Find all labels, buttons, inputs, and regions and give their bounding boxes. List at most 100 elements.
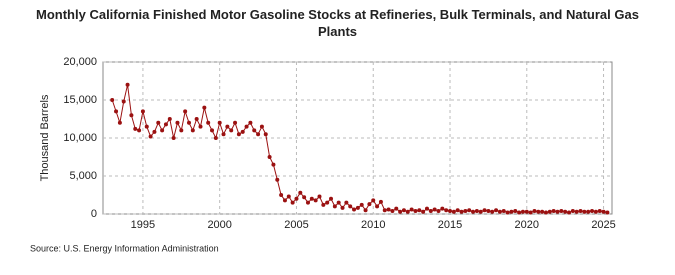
y-tick-label: 5,000 (69, 170, 97, 182)
data-point (490, 209, 495, 214)
data-point (121, 99, 126, 104)
data-point (198, 124, 203, 129)
data-point (275, 177, 280, 182)
data-point (367, 202, 372, 207)
source: Source: U.S. Energy Information Administ… (30, 243, 219, 253)
data-point (375, 204, 380, 209)
data-point (463, 208, 468, 213)
data-point (532, 208, 537, 213)
data-point (317, 194, 322, 199)
data-point (309, 196, 314, 201)
data-point (229, 128, 234, 133)
data-point (359, 202, 364, 207)
x-tick-label: 2015 (438, 219, 462, 231)
data-point (329, 196, 334, 201)
data-point (528, 210, 533, 215)
data-point (125, 82, 130, 87)
data-point (114, 109, 119, 114)
data-point (286, 194, 291, 199)
data-point (282, 198, 287, 203)
data-point (279, 193, 284, 197)
data-point (117, 120, 122, 125)
data-point (110, 98, 115, 102)
data-point (436, 208, 441, 213)
data-point (321, 202, 326, 207)
data-point (378, 199, 383, 204)
data-point (471, 209, 476, 214)
x-tick-label: 2005 (284, 219, 308, 231)
data-point (137, 128, 142, 133)
data-point (156, 120, 161, 125)
data-point (221, 132, 226, 137)
data-point (325, 200, 330, 205)
data-point (421, 209, 426, 214)
data-point (371, 198, 376, 203)
data-point (578, 208, 583, 213)
data-point (520, 209, 525, 214)
data-point (313, 198, 318, 203)
data-point (574, 209, 579, 214)
data-point (593, 209, 598, 214)
data-point (482, 208, 487, 213)
data-point (194, 117, 199, 121)
data-point (597, 208, 602, 213)
data-point (186, 120, 191, 125)
x-tick-label: 2025 (591, 219, 615, 231)
data-point (225, 124, 230, 129)
data-point (478, 209, 483, 214)
data-point (417, 208, 422, 213)
y-tick-label: 10,000 (63, 132, 97, 144)
x-tick-label: 2010 (361, 219, 385, 231)
y-tick-label: 20,000 (63, 56, 97, 68)
y-tick-label: 15,000 (63, 94, 97, 106)
data-point (363, 208, 368, 213)
data-point (298, 190, 303, 195)
data-point (175, 120, 180, 125)
x-tick-label: 1995 (131, 219, 155, 231)
data-point (451, 209, 456, 214)
data-point (440, 206, 445, 211)
data-point (152, 129, 157, 134)
chart-title: Monthly California Finished Motor Gasoli… (36, 7, 639, 39)
data-point (524, 209, 529, 214)
data-point (505, 210, 510, 215)
data-point (206, 120, 211, 125)
data-point (459, 209, 464, 214)
data-point (148, 134, 153, 139)
data-point (236, 132, 241, 137)
data-point (497, 209, 502, 214)
data-point (259, 124, 264, 129)
data-point (390, 208, 395, 213)
data-point (605, 210, 610, 215)
data-point (140, 109, 145, 114)
data-point (567, 210, 572, 215)
data-point (267, 155, 272, 159)
data-point (271, 162, 276, 167)
data-point (233, 120, 238, 125)
data-point (601, 209, 606, 214)
data-point (244, 124, 249, 129)
data-point (586, 209, 591, 214)
data-point (167, 117, 172, 121)
data-line (111, 84, 608, 213)
data-point (210, 128, 215, 133)
data-point (332, 204, 337, 209)
data-point (213, 136, 218, 140)
data-point (409, 207, 414, 212)
data-point (248, 120, 253, 125)
data-point (432, 207, 437, 212)
x-tick-label: 2000 (207, 219, 231, 231)
data-point (133, 126, 138, 131)
data-point (413, 208, 418, 213)
data-point (428, 208, 433, 213)
data-point (256, 132, 261, 137)
data-point (382, 208, 387, 213)
data-point (563, 209, 568, 214)
data-point (348, 204, 353, 209)
data-point (263, 132, 268, 137)
data-point (494, 208, 499, 213)
data-point (163, 122, 168, 127)
data-point (543, 210, 548, 215)
